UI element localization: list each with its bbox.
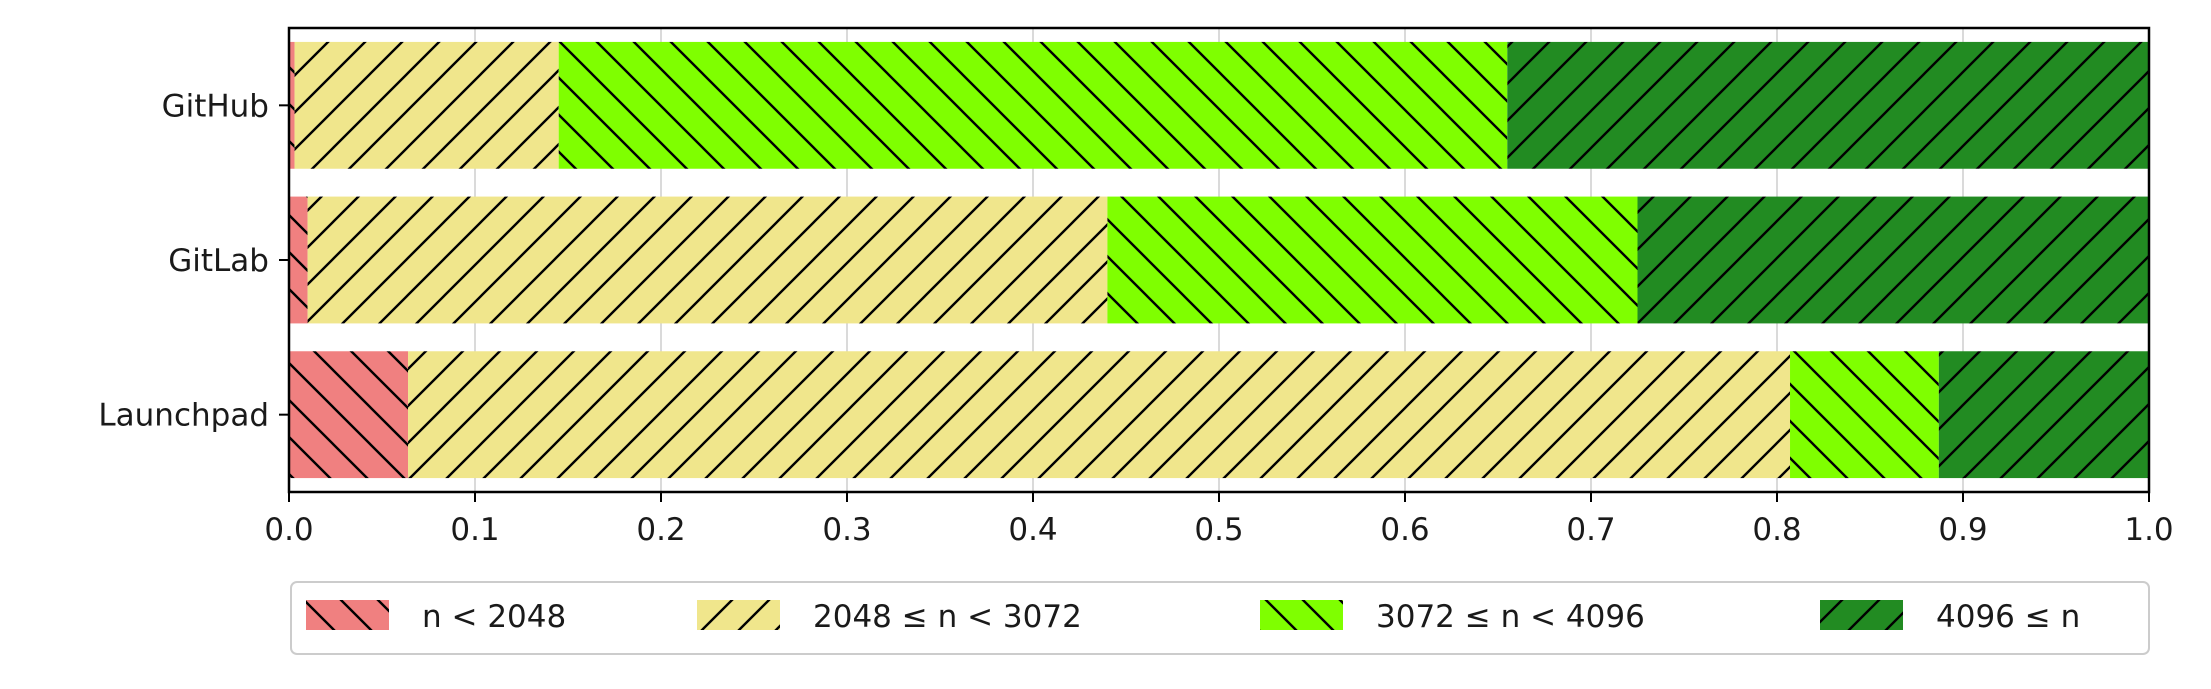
bar-github-4 (1507, 41, 2149, 169)
bar-gitlab-4 (1637, 196, 2149, 324)
x-tick-label-0-1: 0.1 (450, 512, 499, 548)
bar-launchpad-3 (1790, 351, 1939, 479)
y-axis: GitHub GitLab Launchpad (98, 88, 289, 434)
x-tick-label-1-0: 1.0 (2124, 512, 2173, 548)
bar-gitlab-2 (307, 196, 1108, 324)
x-axis: 0.0 0.1 0.2 0.3 0.4 0.5 0.6 0.7 0.8 0.9 1.0 (264, 492, 2174, 548)
bar-github-3 (558, 41, 1508, 169)
x-tick-label-0-4: 0.4 (1008, 512, 1057, 548)
bar-gitlab-3 (1107, 196, 1638, 324)
bars (289, 41, 2149, 479)
x-tick-label-0-8: 0.8 (1752, 512, 1801, 548)
legend-label-2: 2048 ≤ n < 3072 (813, 599, 1082, 635)
bar-launchpad-1 (289, 351, 409, 479)
legend-label-1: n < 2048 (422, 599, 566, 635)
y-tick-label-gitlab: GitLab (168, 243, 269, 279)
legend: n < 2048 2048 ≤ n < 3072 3072 ≤ n < 4096 40… (290, 581, 2150, 655)
legend-swatch-3 (1260, 600, 1343, 630)
bar-gitlab-1 (289, 196, 308, 324)
x-tick-label-0-3: 0.3 (822, 512, 871, 548)
x-tick-label-0-7: 0.7 (1566, 512, 1615, 548)
legend-label-4: 4096 ≤ n (1936, 599, 2080, 635)
y-tick-label-github: GitHub (162, 88, 269, 124)
x-tick-label-0-6: 0.6 (1380, 512, 1429, 548)
legend-label-3: 3072 ≤ n < 4096 (1376, 599, 1645, 635)
x-tick-label-0-9: 0.9 (1938, 512, 1987, 548)
legend-swatch-2 (697, 600, 780, 630)
x-tick-label-0-2: 0.2 (636, 512, 685, 548)
y-tick-label-launchpad: Launchpad (98, 398, 269, 434)
legend-swatch-4 (1820, 600, 1903, 630)
legend-swatch-1 (306, 600, 389, 630)
bar-github-2 (294, 41, 559, 169)
bar-github-1 (289, 41, 295, 169)
x-tick-label-0-0: 0.0 (264, 512, 313, 548)
bar-launchpad-4 (1938, 351, 2149, 479)
x-tick-label-0-5: 0.5 (1194, 512, 1243, 548)
bar-launchpad-2 (408, 351, 1791, 479)
